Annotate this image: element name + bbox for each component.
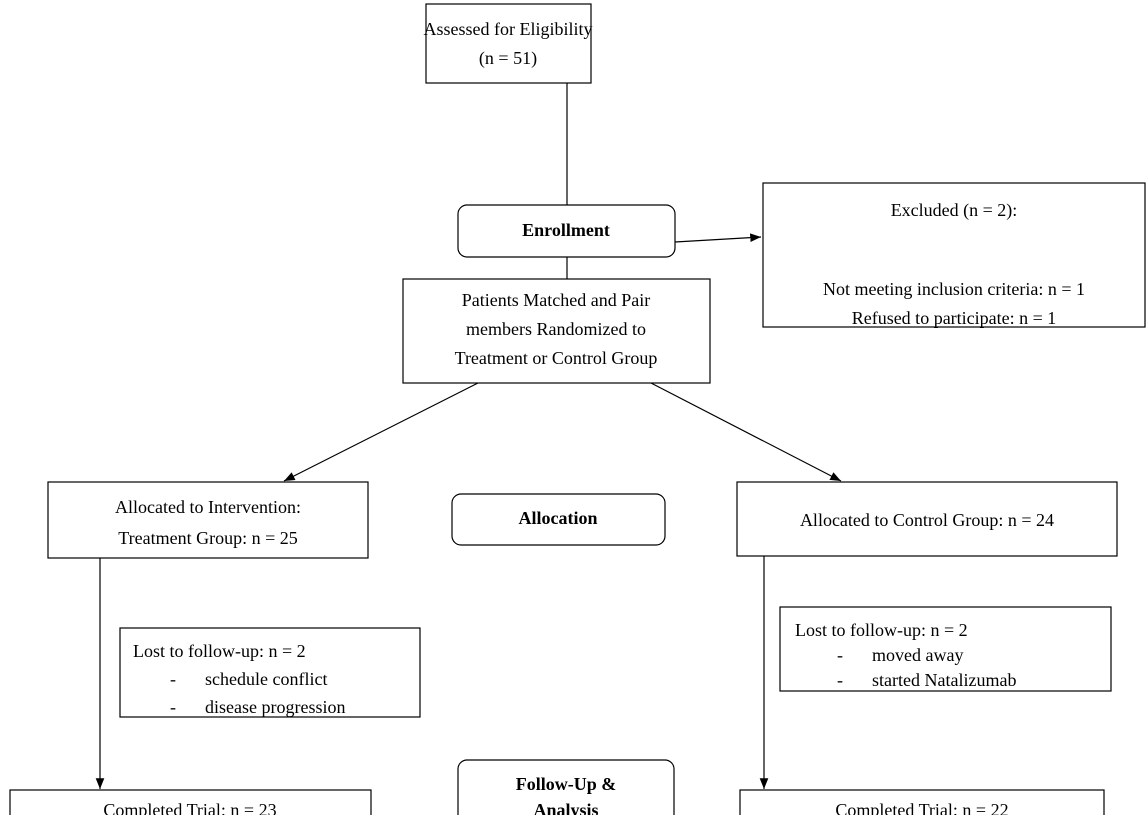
box-text: started Natalizumab: [872, 670, 1016, 690]
box: [402, 278, 711, 384]
phase-box: [457, 204, 676, 258]
box: [119, 627, 421, 718]
box-text: (n = 51): [479, 48, 537, 69]
box-text: Patients Matched and Pair: [462, 290, 650, 310]
box-text: disease progression: [205, 697, 345, 717]
phase-box: [451, 493, 666, 546]
box: [736, 481, 1118, 557]
box-text: members Randomized to: [466, 319, 646, 339]
box: [739, 789, 1105, 815]
box-text: Not meeting inclusion criteria: n = 1: [823, 279, 1085, 299]
box: [425, 3, 592, 84]
box-text: Lost to follow-up: n = 2: [133, 641, 306, 661]
box: [762, 182, 1146, 328]
box-text: Lost to follow-up: n = 2: [795, 620, 968, 640]
bullet: -: [837, 670, 843, 690]
box-text: moved away: [872, 645, 963, 665]
box-text: Excluded (n = 2):: [891, 200, 1018, 221]
phase-label: Allocation: [519, 508, 598, 528]
bullet: -: [837, 645, 843, 665]
box-text: Refused to participate: n = 1: [852, 308, 1057, 328]
box-text: Completed Trial: n = 23: [103, 800, 276, 815]
box-text: Allocated to Control Group: n = 24: [800, 510, 1054, 530]
arrow: [650, 382, 842, 482]
box-text: Treatment or Control Group: [455, 348, 658, 368]
phase-box: [457, 759, 675, 815]
box-text: Treatment Group: n = 25: [118, 528, 297, 548]
phase-label: Analysis: [533, 800, 598, 815]
box-text: Completed Trial: n = 22: [835, 800, 1008, 815]
box-text: Allocated to Intervention:: [115, 497, 301, 517]
box: [779, 606, 1112, 692]
box-text: schedule conflict: [205, 669, 327, 689]
bullet: -: [170, 697, 176, 717]
box-text: Assessed for Eligibility: [424, 19, 593, 39]
phase-label: Follow-Up &: [516, 774, 617, 794]
box: [9, 789, 372, 815]
arrow: [283, 382, 479, 482]
bullet: -: [170, 669, 176, 689]
phase-label: Enrollment: [522, 220, 610, 240]
box: [47, 481, 369, 559]
arrow: [674, 233, 762, 243]
